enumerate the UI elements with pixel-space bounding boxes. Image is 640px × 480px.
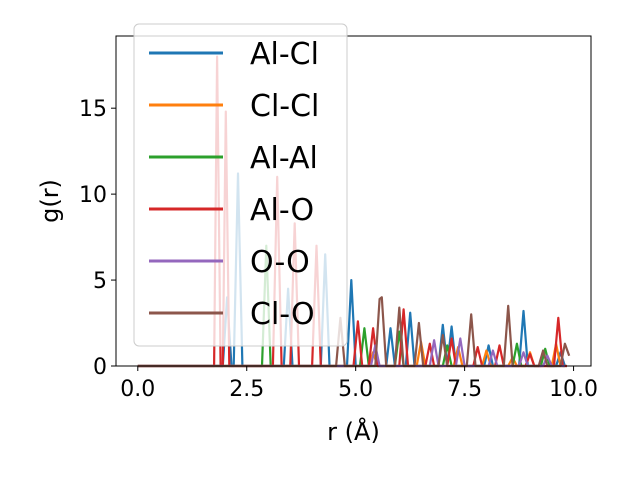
y-axis-label: g(r) <box>36 179 64 223</box>
y-tick-label: 5 <box>93 269 107 294</box>
legend-label-cl-cl: Cl-Cl <box>250 89 319 124</box>
legend-box <box>133 23 348 347</box>
y-axis: 0 5 10 15 <box>79 97 116 380</box>
x-axis-label: r (Å) <box>327 417 380 446</box>
x-tick-label: 2.5 <box>229 377 264 402</box>
legend-label-al-cl: Al-Cl <box>250 37 319 72</box>
y-tick-label: 10 <box>79 183 107 208</box>
x-tick-label: 7.5 <box>447 377 482 402</box>
legend: Al-Cl Cl-Cl Al-Al Al-O O-O Cl-O <box>133 23 348 347</box>
x-tick-label: 0.0 <box>120 377 155 402</box>
x-tick-label: 10.0 <box>549 377 598 402</box>
y-tick-label: 15 <box>79 97 107 122</box>
plot-frame <box>115 35 592 367</box>
legend-label-al-al: Al-Al <box>250 141 318 176</box>
legend-label-al-o: Al-O <box>250 193 314 228</box>
x-tick-label: 5.0 <box>338 377 373 402</box>
legend-label-cl-o: Cl-O <box>250 297 315 332</box>
y-tick-label: 0 <box>93 355 107 380</box>
x-axis: 0.0 2.5 5.0 7.5 10.0 <box>120 366 598 402</box>
legend-label-o-o: O-O <box>250 245 310 280</box>
